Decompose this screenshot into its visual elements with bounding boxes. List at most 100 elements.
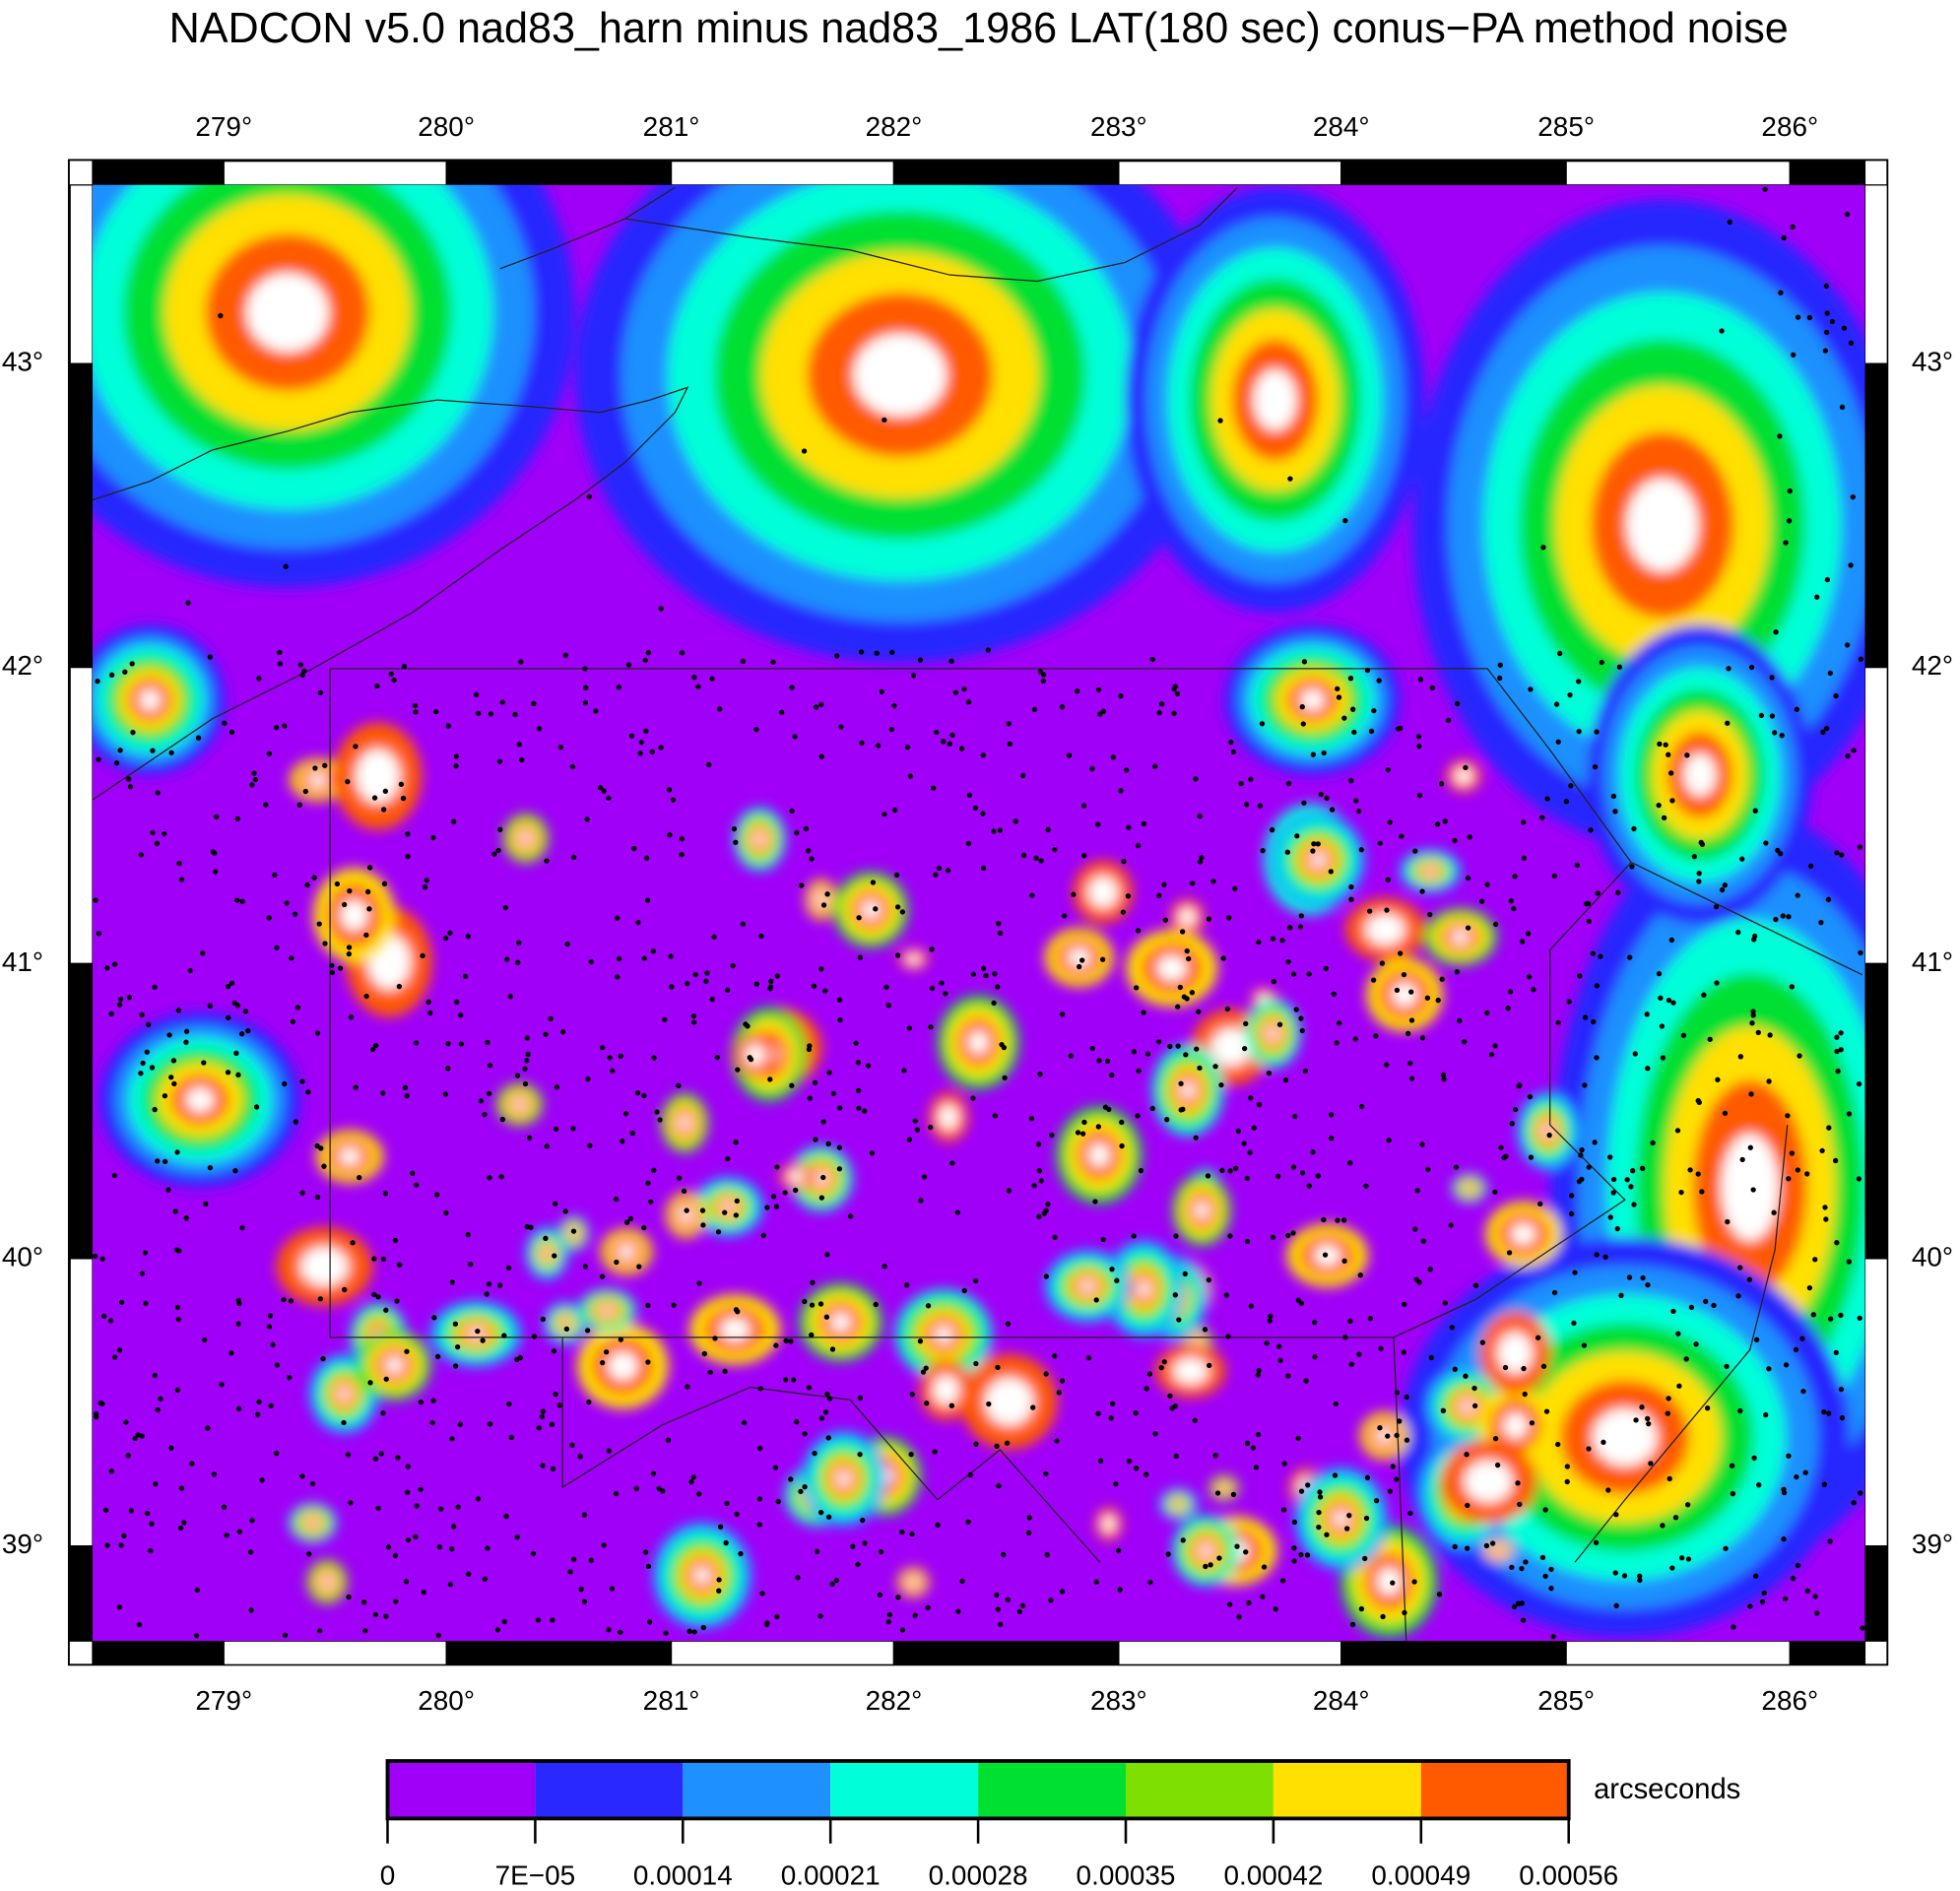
station: [623, 1219, 630, 1225]
frame-segment: [69, 362, 94, 669]
noise-blob: [1497, 1332, 1533, 1374]
station: [150, 829, 156, 836]
station: [1324, 1532, 1330, 1537]
station: [378, 1451, 384, 1457]
station: [1347, 676, 1354, 682]
station: [1857, 1315, 1862, 1322]
station: [524, 1058, 530, 1064]
station: [1521, 855, 1527, 861]
noise-blob: [693, 1566, 711, 1585]
station: [1206, 916, 1212, 922]
noise-blob: [1721, 1134, 1779, 1241]
station: [991, 1000, 997, 1007]
station: [757, 1445, 763, 1452]
station: [1715, 1076, 1721, 1082]
station: [321, 1163, 327, 1169]
station: [1404, 1394, 1409, 1401]
colorbar-tick-label: 0.00014: [633, 1859, 733, 1890]
station: [1644, 1011, 1650, 1017]
station: [1007, 741, 1013, 747]
station: [860, 1517, 866, 1524]
station: [1814, 1610, 1820, 1616]
station: [1698, 839, 1704, 846]
station: [939, 980, 945, 986]
station: [1059, 1589, 1066, 1595]
station: [1594, 1252, 1600, 1258]
station: [1568, 783, 1574, 789]
station: [1465, 925, 1471, 931]
station: [1665, 1410, 1670, 1416]
station: [475, 1328, 481, 1335]
frame-segment: [69, 1545, 94, 1642]
station: [1212, 1453, 1218, 1459]
station: [132, 1435, 138, 1442]
station: [1364, 1474, 1371, 1480]
station: [928, 1124, 934, 1131]
station: [1040, 678, 1047, 685]
frame-segment: [92, 161, 225, 186]
station: [1463, 1373, 1469, 1379]
station: [862, 1108, 868, 1114]
station: [1109, 1072, 1115, 1078]
frame-segment: [670, 161, 895, 186]
station: [1104, 1058, 1111, 1065]
station: [806, 1046, 813, 1053]
station: [507, 994, 513, 1000]
station: [809, 856, 815, 862]
station: [1110, 754, 1116, 760]
station: [1667, 770, 1674, 776]
station: [535, 1617, 542, 1623]
station: [1568, 1210, 1575, 1216]
station: [1628, 1184, 1634, 1190]
station: [357, 1174, 362, 1181]
station: [127, 784, 134, 790]
station: [526, 1135, 533, 1141]
station: [1492, 1436, 1499, 1442]
station: [696, 1491, 702, 1497]
station: [317, 1296, 323, 1302]
station: [690, 1019, 697, 1025]
station: [505, 1265, 512, 1272]
noise-blob: [1067, 947, 1091, 968]
station: [544, 858, 550, 864]
station: [1171, 685, 1177, 692]
station: [649, 749, 655, 754]
station: [1013, 818, 1018, 824]
station: [1290, 1164, 1297, 1170]
station: [350, 1240, 356, 1246]
station: [798, 1488, 804, 1495]
station: [162, 830, 167, 837]
noise-blob: [1175, 1501, 1182, 1508]
station: [1466, 875, 1471, 881]
station: [1695, 1171, 1701, 1177]
station: [1503, 1153, 1509, 1159]
station: [1210, 879, 1216, 884]
station: [465, 934, 472, 940]
station: [1348, 1361, 1354, 1367]
station: [985, 647, 991, 653]
station: [1363, 1515, 1370, 1522]
station: [299, 1078, 305, 1084]
station: [1056, 1390, 1062, 1396]
station: [1217, 418, 1223, 424]
station: [1479, 1339, 1486, 1345]
station: [1161, 1359, 1167, 1365]
station: [1525, 931, 1532, 937]
station: [758, 933, 764, 940]
station: [908, 1451, 914, 1458]
station: [1542, 1573, 1548, 1580]
station: [738, 1550, 744, 1557]
station: [1804, 1588, 1810, 1594]
station: [1244, 1238, 1251, 1245]
station: [991, 828, 997, 834]
station: [965, 1519, 971, 1525]
station: [1645, 1281, 1651, 1288]
station: [1722, 1110, 1729, 1116]
station: [603, 1349, 610, 1355]
station: [550, 1466, 556, 1472]
station: [1257, 803, 1264, 809]
station: [429, 1419, 435, 1426]
station: [1820, 729, 1826, 735]
station: [1412, 848, 1418, 854]
station: [1241, 1141, 1247, 1146]
